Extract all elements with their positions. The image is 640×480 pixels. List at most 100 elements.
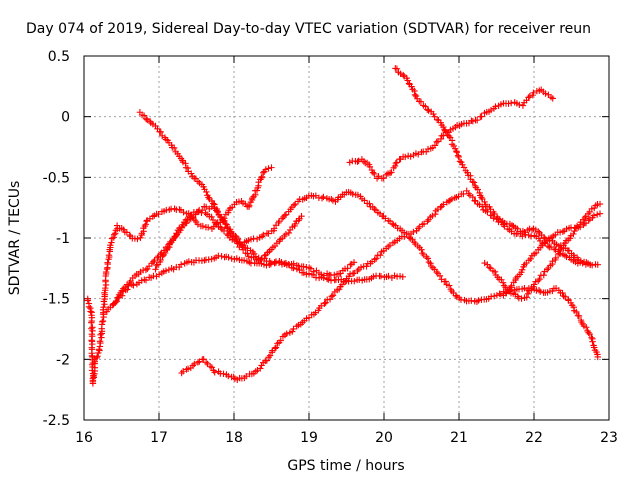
data-markers	[84, 65, 604, 387]
data-point	[111, 231, 118, 238]
data-point	[171, 144, 178, 152]
data-point	[148, 260, 156, 267]
x-tick-label: 21	[450, 430, 468, 446]
data-point	[393, 65, 401, 72]
data-point	[194, 359, 202, 366]
data-point	[525, 94, 532, 101]
data-point	[240, 257, 248, 264]
data-point	[99, 317, 107, 325]
x-tick-label: 20	[375, 430, 393, 446]
data-point	[290, 201, 298, 209]
data-point	[285, 229, 293, 237]
data-point	[125, 282, 132, 290]
data-point	[469, 117, 477, 125]
data-point	[168, 238, 175, 246]
data-point	[481, 198, 488, 206]
data-point	[142, 266, 150, 274]
data-point	[371, 170, 378, 178]
data-point	[388, 220, 396, 227]
data-point	[380, 174, 387, 182]
data-point	[230, 373, 237, 381]
data-point	[128, 281, 136, 288]
axis-ticks	[83, 55, 610, 421]
data-point	[516, 101, 523, 109]
series-arc-8	[392, 65, 594, 268]
data-point	[371, 256, 378, 263]
data-point	[534, 277, 542, 284]
data-point	[561, 252, 569, 259]
data-point	[291, 220, 299, 228]
data-point	[528, 286, 535, 294]
data-point	[320, 274, 327, 282]
data-point	[385, 272, 392, 280]
data-point	[94, 353, 101, 360]
data-point	[361, 197, 368, 204]
series-arc-1	[84, 164, 275, 387]
data-point	[257, 365, 264, 372]
data-point	[184, 365, 192, 373]
data-point	[543, 266, 551, 273]
data-point	[473, 116, 481, 124]
data-point	[523, 294, 530, 301]
data-point	[126, 231, 133, 239]
data-point	[351, 277, 358, 285]
data-point	[527, 255, 534, 263]
data-point	[441, 126, 448, 134]
data-point	[594, 261, 601, 268]
data-point	[594, 353, 601, 361]
data-point	[596, 210, 604, 217]
data-point	[507, 99, 515, 107]
data-point	[366, 163, 374, 171]
data-point	[570, 230, 577, 238]
series-arc-10	[500, 210, 604, 299]
data-point	[280, 260, 288, 267]
data-point	[290, 325, 297, 333]
data-point	[118, 292, 126, 299]
data-point	[537, 288, 544, 295]
data-point	[577, 257, 585, 265]
data-point	[552, 254, 560, 262]
x-tick-label: 19	[300, 430, 318, 446]
data-point	[507, 284, 514, 291]
data-point	[271, 345, 279, 352]
data-point	[419, 250, 426, 257]
data-point	[145, 263, 153, 270]
data-point	[573, 222, 581, 230]
data-point	[391, 162, 399, 170]
data-point	[329, 292, 337, 299]
data-point	[450, 142, 457, 150]
data-point	[213, 220, 220, 227]
data-point	[474, 186, 481, 193]
data-point	[162, 249, 169, 257]
data-point	[177, 261, 185, 268]
data-point	[213, 207, 220, 214]
data-point	[424, 106, 431, 113]
data-point	[328, 195, 335, 203]
data-point	[551, 245, 558, 253]
x-tick-label: 16	[75, 430, 93, 446]
data-point	[464, 169, 471, 176]
data-point	[377, 272, 385, 280]
data-point	[142, 221, 149, 228]
data-point	[350, 269, 358, 277]
data-point	[411, 91, 419, 99]
data-point	[349, 190, 356, 198]
data-point	[258, 233, 266, 240]
data-point	[134, 235, 141, 243]
data-point	[108, 239, 115, 246]
y-tick-label: -1	[56, 231, 70, 247]
data-point	[586, 330, 594, 338]
data-point	[305, 270, 313, 277]
data-point	[490, 292, 498, 300]
data-point	[96, 338, 104, 345]
data-point	[470, 179, 478, 186]
data-point	[453, 148, 460, 156]
data-point	[323, 275, 331, 282]
data-point	[233, 238, 240, 245]
data-point	[431, 142, 439, 149]
data-point	[559, 289, 566, 297]
data-point	[275, 259, 283, 267]
data-point	[155, 271, 163, 278]
data-point	[322, 299, 329, 306]
